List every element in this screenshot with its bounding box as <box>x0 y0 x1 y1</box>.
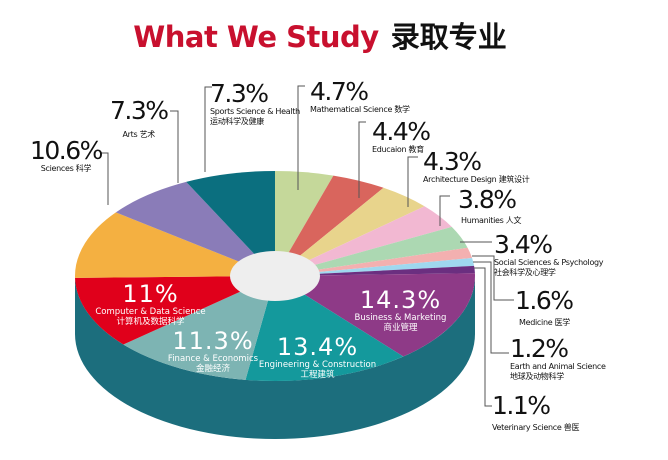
percent-label: 4.4% <box>372 117 431 146</box>
name-label: Medicine 医学 <box>519 318 570 327</box>
pie-slice-architecture-design <box>275 187 425 276</box>
leader-line <box>170 110 179 183</box>
pie-slice-earth-and-animal-science <box>275 258 475 276</box>
name-label: Veterinary Science 兽医 <box>492 423 580 432</box>
pie-slice-medicine <box>275 247 473 276</box>
label-veterinary: 1.1% Veterinary Science 兽医 <box>492 392 579 433</box>
name-label-en: Engineering & Construction <box>258 360 377 370</box>
title-chinese: 录取专业 <box>390 20 507 54</box>
name-label-zh: 金融经济 <box>195 364 230 374</box>
label-business: 14.3% Business & Marketing 商业管理 <box>348 287 453 333</box>
pie-slices <box>75 171 475 381</box>
label-finance: 11.3% Finance & Economics 金融经济 <box>163 328 263 374</box>
leader-line <box>472 255 514 301</box>
label-architecture: 4.3% Architecture Design 建筑设计 <box>423 148 530 185</box>
name-label: Mathematical Science 数学 <box>310 105 410 114</box>
percent-label: 11% <box>122 280 179 308</box>
pie-side <box>75 276 475 439</box>
name-label-en: Finance & Economics <box>167 354 259 364</box>
pie-slice-social-sciences-psychology <box>275 226 468 276</box>
percent-label: 11.3% <box>172 327 254 355</box>
percent-label: 1.6% <box>515 286 574 315</box>
title-english: What We Study <box>133 20 379 54</box>
name-label-zh: 地球及动物科学 <box>510 372 564 381</box>
label-math: 4.7% Mathematical Science 数学 <box>310 78 410 115</box>
percent-label: 14.3% <box>359 286 442 314</box>
name-label: Arts 艺术 <box>122 130 156 139</box>
percent-label: 4.7% <box>310 77 369 106</box>
percent-label: 4.3% <box>423 147 482 176</box>
percent-label: 10.6% <box>30 136 103 165</box>
percent-label: 7.3% <box>210 79 269 108</box>
pie-slice-engineering-construction <box>245 276 404 381</box>
leader-line <box>473 261 509 354</box>
name-label: Sciences 科学 <box>40 164 92 173</box>
leader-line <box>439 195 450 226</box>
name-label-zh: 运动科学及健康 <box>210 117 264 126</box>
name-label: Humanities 人文 <box>461 216 522 225</box>
leader-line <box>474 267 492 407</box>
label-education: 4.4% Educaion 教育 <box>372 117 431 155</box>
chart-title: What We Study 录取专业 <box>0 14 640 56</box>
label-computer: 11% Computer & Data Science 计算机及数据科学 <box>88 281 213 327</box>
pie-side-wall <box>75 276 475 439</box>
leader-line <box>100 152 109 205</box>
percent-label: 13.4% <box>276 333 359 361</box>
pie-slice-computer-data-science <box>75 276 276 345</box>
name-label-en: Computer & Data Science <box>95 307 206 317</box>
leader-line <box>297 85 305 190</box>
leader-lines <box>100 85 514 407</box>
percent-label: 1.2% <box>510 334 569 363</box>
label-humanities: 3.8% Humanities 人文 <box>458 186 521 226</box>
pie-slice-educaion <box>275 175 384 276</box>
name-label-zh: 商业管理 <box>383 323 418 333</box>
name-label-zh: 社会科学及心理学 <box>494 268 556 277</box>
leader-line <box>358 121 366 198</box>
pie-slice-veterinary-science <box>275 265 475 276</box>
pie-hole <box>230 251 320 301</box>
pie-slice-mathematical-science <box>275 171 334 276</box>
percent-label: 1.1% <box>492 391 551 420</box>
pie-slice-humanities <box>275 206 452 276</box>
name-label-en: Sports Science & Health <box>210 107 300 116</box>
name-label-en: Earth and Animal Science <box>510 362 606 371</box>
name-label-en: Social Sciences & Psychology <box>494 258 604 267</box>
percent-label: 3.8% <box>458 185 517 214</box>
label-arts: 7.3% Arts 艺术 <box>110 96 169 140</box>
name-label: Architecture Design 建筑设计 <box>423 175 530 184</box>
pie-slice-sports-science-health <box>186 171 275 276</box>
name-label-zh: 工程建筑 <box>300 370 335 380</box>
label-earth-animal: 1.2% Earth and Animal Science 地球及动物科学 <box>510 335 606 382</box>
percent-label: 3.4% <box>494 230 553 259</box>
label-sciences: 10.6% Sciences 科学 <box>30 136 103 174</box>
name-label: Educaion 教育 <box>372 145 424 154</box>
pie-slice-business-marketing <box>275 273 475 357</box>
label-engineering: 13.4% Engineering & Construction 工程建筑 <box>255 334 380 380</box>
label-sports: 7.3% Sports Science & Health 运动科学及健康 <box>210 80 300 127</box>
pie-slice-sciences <box>75 212 275 278</box>
percent-label: 7.3% <box>110 96 169 125</box>
label-medicine: 1.6% Medicine 医学 <box>515 286 574 328</box>
name-label-zh: 计算机及数据科学 <box>116 317 185 327</box>
pie-slice-arts <box>115 181 275 276</box>
name-label-en: Business & Marketing <box>354 313 447 323</box>
leader-line <box>407 156 418 207</box>
label-social-sciences: 3.4% Social Sciences & Psychology 社会科学及心… <box>494 230 604 278</box>
pie-slice-finance-economics <box>123 276 276 380</box>
leader-line <box>204 86 212 172</box>
